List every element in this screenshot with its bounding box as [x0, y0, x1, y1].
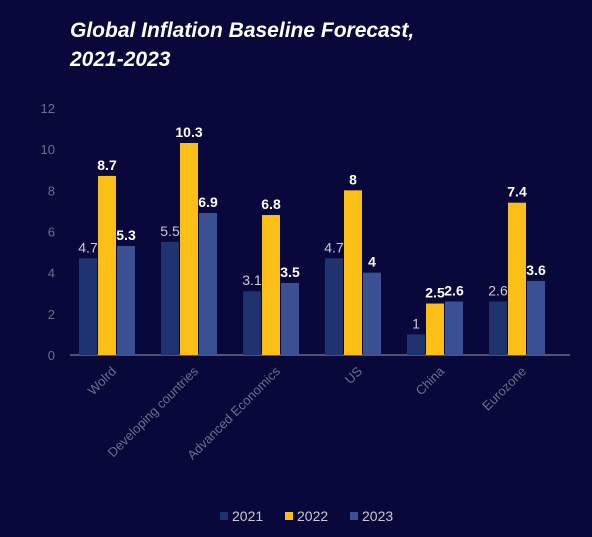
- x-tick-label: Wolrd: [85, 364, 119, 398]
- bar-2023: [281, 282, 299, 355]
- bar-2023: [445, 301, 463, 355]
- bar-2023: [117, 245, 135, 355]
- bar-2022: [180, 142, 198, 355]
- bar-2021: [325, 258, 343, 355]
- legend-swatch-2023: [350, 512, 358, 520]
- x-tick-label: Advanced Economics: [184, 363, 283, 462]
- bar-2023: [199, 212, 217, 355]
- data-label-2022: 6.8: [261, 196, 281, 212]
- data-label-2023: 4: [368, 254, 376, 270]
- data-label-2022: 2.5: [425, 285, 445, 301]
- chart-title-line-1: Global Inflation Baseline Forecast,: [70, 19, 415, 42]
- bar-2021: [489, 301, 507, 355]
- data-label-2022: 7.4: [507, 184, 527, 200]
- bar-2021: [243, 291, 261, 355]
- data-label-2021: 3.1: [242, 272, 262, 288]
- bar-2022: [426, 303, 444, 355]
- data-label-2023: 3.5: [280, 264, 300, 280]
- bar-2022: [508, 202, 526, 355]
- x-tick-label: US: [342, 363, 366, 387]
- y-tick-label: 2: [48, 307, 55, 322]
- legend-label-2022: 2022: [297, 508, 328, 524]
- data-label-2021: 1: [412, 315, 420, 331]
- x-tick-label: Developing countries: [105, 363, 202, 460]
- bar-2023: [527, 280, 545, 355]
- data-label-2023: 3.6: [526, 262, 546, 278]
- data-label-2021: 4.7: [324, 239, 344, 255]
- bar-2023: [363, 272, 381, 355]
- y-tick-label: 10: [41, 142, 55, 157]
- legend-swatch-2021: [220, 512, 228, 520]
- bar-2022: [344, 190, 362, 355]
- data-label-2022: 10.3: [175, 124, 202, 140]
- chart-title-line-2: 2021-2023: [70, 48, 171, 71]
- y-tick-label: 8: [48, 183, 55, 198]
- legend-swatch-2022: [285, 512, 293, 520]
- data-label-2023: 2.6: [444, 282, 464, 298]
- data-label-2023: 6.9: [198, 194, 218, 210]
- x-tick-label: China: [412, 363, 447, 398]
- data-label-2021: 5.5: [160, 223, 180, 239]
- legend-label-2021: 2021: [232, 508, 263, 524]
- data-label-2022: 8: [349, 171, 357, 187]
- chart-title: Global Inflation Baseline Forecast, 2021…: [70, 16, 570, 74]
- legend-label-2023: 2023: [362, 508, 393, 524]
- bar-2021: [79, 258, 97, 355]
- y-tick-label: 12: [41, 101, 55, 116]
- data-label-2023: 5.3: [116, 227, 136, 243]
- data-label-2021: 4.7: [78, 239, 98, 255]
- data-label-2021: 2.6: [488, 282, 508, 298]
- bar-2021: [161, 241, 179, 355]
- bar-2021: [407, 334, 425, 355]
- bar-2022: [98, 175, 116, 355]
- y-tick-label: 4: [48, 266, 55, 281]
- bar-2022: [262, 215, 280, 355]
- data-label-2022: 8.7: [97, 157, 117, 173]
- x-tick-label: Eurozone: [479, 364, 529, 414]
- y-tick-label: 6: [48, 225, 55, 240]
- y-tick-label: 0: [48, 348, 55, 363]
